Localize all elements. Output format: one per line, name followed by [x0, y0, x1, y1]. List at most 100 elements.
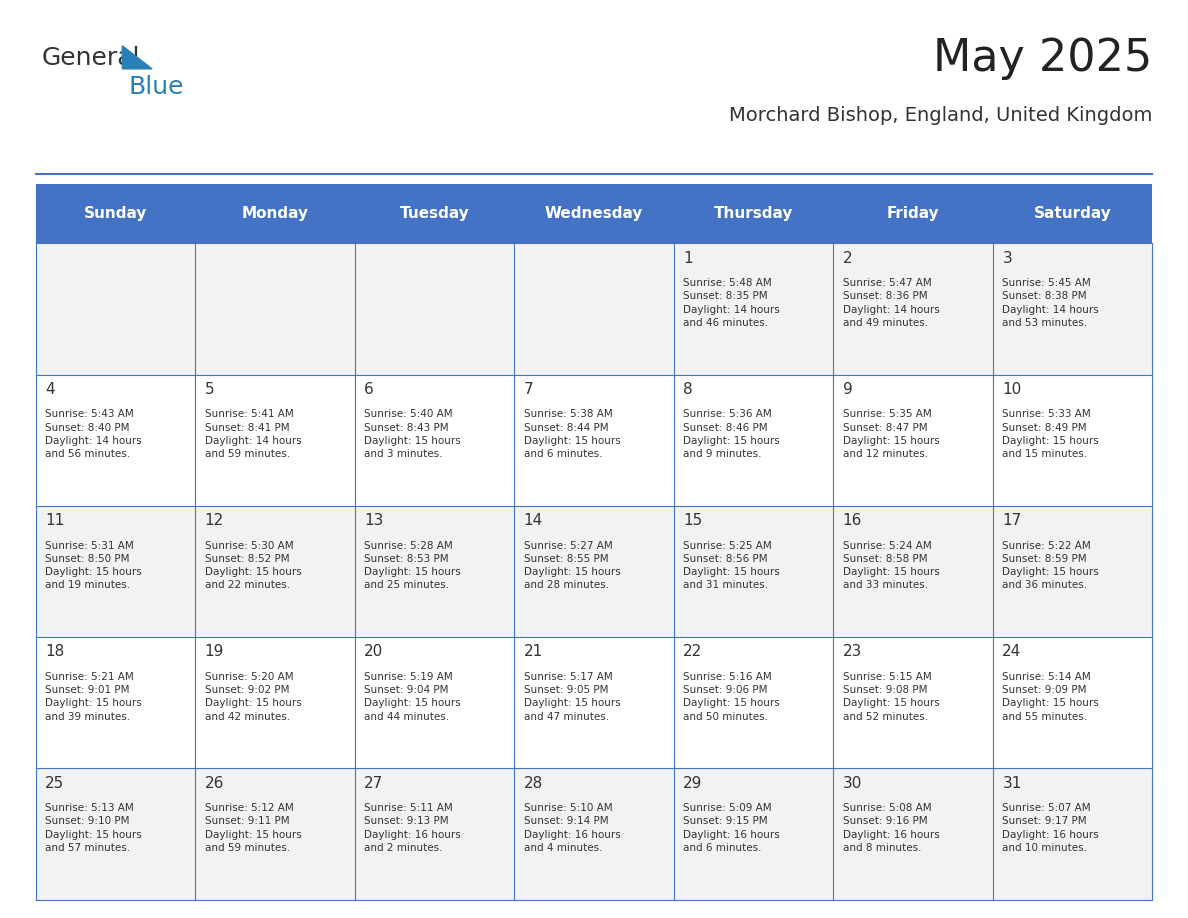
Text: May 2025: May 2025: [933, 37, 1152, 80]
Text: Sunrise: 5:31 AM
Sunset: 8:50 PM
Daylight: 15 hours
and 19 minutes.: Sunrise: 5:31 AM Sunset: 8:50 PM Dayligh…: [45, 541, 141, 590]
Text: Sunrise: 5:47 AM
Sunset: 8:36 PM
Daylight: 14 hours
and 49 minutes.: Sunrise: 5:47 AM Sunset: 8:36 PM Dayligh…: [842, 278, 940, 328]
Bar: [355, 637, 514, 768]
Bar: [36, 184, 1152, 243]
Bar: [514, 506, 674, 637]
Text: 15: 15: [683, 513, 702, 528]
Text: Sunrise: 5:38 AM
Sunset: 8:44 PM
Daylight: 15 hours
and 6 minutes.: Sunrise: 5:38 AM Sunset: 8:44 PM Dayligh…: [524, 409, 620, 459]
Text: Sunrise: 5:10 AM
Sunset: 9:14 PM
Daylight: 16 hours
and 4 minutes.: Sunrise: 5:10 AM Sunset: 9:14 PM Dayligh…: [524, 803, 620, 853]
Bar: [833, 375, 993, 506]
Bar: [514, 375, 674, 506]
Bar: [195, 768, 355, 900]
Text: 8: 8: [683, 382, 693, 397]
Text: Friday: Friday: [886, 206, 940, 221]
Bar: [674, 506, 833, 637]
Text: 4: 4: [45, 382, 55, 397]
Bar: [674, 243, 833, 375]
Bar: [355, 243, 514, 375]
Text: 22: 22: [683, 644, 702, 659]
Text: 1: 1: [683, 251, 693, 265]
Text: Sunrise: 5:22 AM
Sunset: 8:59 PM
Daylight: 15 hours
and 36 minutes.: Sunrise: 5:22 AM Sunset: 8:59 PM Dayligh…: [1003, 541, 1099, 590]
Bar: [674, 637, 833, 768]
Bar: [674, 375, 833, 506]
Text: Sunrise: 5:13 AM
Sunset: 9:10 PM
Daylight: 15 hours
and 57 minutes.: Sunrise: 5:13 AM Sunset: 9:10 PM Dayligh…: [45, 803, 141, 853]
Text: Monday: Monday: [241, 206, 309, 221]
Text: 25: 25: [45, 776, 64, 790]
Text: 19: 19: [204, 644, 225, 659]
Polygon shape: [122, 46, 152, 69]
Text: Sunrise: 5:08 AM
Sunset: 9:16 PM
Daylight: 16 hours
and 8 minutes.: Sunrise: 5:08 AM Sunset: 9:16 PM Dayligh…: [842, 803, 940, 853]
Bar: [36, 768, 195, 900]
Text: Sunrise: 5:30 AM
Sunset: 8:52 PM
Daylight: 15 hours
and 22 minutes.: Sunrise: 5:30 AM Sunset: 8:52 PM Dayligh…: [204, 541, 302, 590]
Text: Wednesday: Wednesday: [545, 206, 643, 221]
Text: Sunrise: 5:43 AM
Sunset: 8:40 PM
Daylight: 14 hours
and 56 minutes.: Sunrise: 5:43 AM Sunset: 8:40 PM Dayligh…: [45, 409, 141, 459]
Text: 10: 10: [1003, 382, 1022, 397]
Text: 3: 3: [1003, 251, 1012, 265]
Bar: [993, 243, 1152, 375]
Bar: [195, 375, 355, 506]
Text: Sunrise: 5:17 AM
Sunset: 9:05 PM
Daylight: 15 hours
and 47 minutes.: Sunrise: 5:17 AM Sunset: 9:05 PM Dayligh…: [524, 672, 620, 722]
Text: Sunrise: 5:41 AM
Sunset: 8:41 PM
Daylight: 14 hours
and 59 minutes.: Sunrise: 5:41 AM Sunset: 8:41 PM Dayligh…: [204, 409, 302, 459]
Bar: [514, 768, 674, 900]
Text: Sunrise: 5:40 AM
Sunset: 8:43 PM
Daylight: 15 hours
and 3 minutes.: Sunrise: 5:40 AM Sunset: 8:43 PM Dayligh…: [365, 409, 461, 459]
Bar: [36, 375, 195, 506]
Text: 23: 23: [842, 644, 862, 659]
Text: 26: 26: [204, 776, 225, 790]
Text: Sunrise: 5:33 AM
Sunset: 8:49 PM
Daylight: 15 hours
and 15 minutes.: Sunrise: 5:33 AM Sunset: 8:49 PM Dayligh…: [1003, 409, 1099, 459]
Text: Tuesday: Tuesday: [399, 206, 469, 221]
Text: Sunrise: 5:48 AM
Sunset: 8:35 PM
Daylight: 14 hours
and 46 minutes.: Sunrise: 5:48 AM Sunset: 8:35 PM Dayligh…: [683, 278, 781, 328]
Bar: [355, 768, 514, 900]
Text: Sunrise: 5:28 AM
Sunset: 8:53 PM
Daylight: 15 hours
and 25 minutes.: Sunrise: 5:28 AM Sunset: 8:53 PM Dayligh…: [365, 541, 461, 590]
Text: 12: 12: [204, 513, 223, 528]
Bar: [355, 506, 514, 637]
Bar: [993, 375, 1152, 506]
Text: Sunrise: 5:36 AM
Sunset: 8:46 PM
Daylight: 15 hours
and 9 minutes.: Sunrise: 5:36 AM Sunset: 8:46 PM Dayligh…: [683, 409, 781, 459]
Bar: [833, 637, 993, 768]
Bar: [36, 637, 195, 768]
Bar: [195, 506, 355, 637]
Text: 6: 6: [365, 382, 374, 397]
Text: Sunrise: 5:09 AM
Sunset: 9:15 PM
Daylight: 16 hours
and 6 minutes.: Sunrise: 5:09 AM Sunset: 9:15 PM Dayligh…: [683, 803, 781, 853]
Text: 7: 7: [524, 382, 533, 397]
Text: 29: 29: [683, 776, 702, 790]
Bar: [993, 768, 1152, 900]
Text: Sunrise: 5:27 AM
Sunset: 8:55 PM
Daylight: 15 hours
and 28 minutes.: Sunrise: 5:27 AM Sunset: 8:55 PM Dayligh…: [524, 541, 620, 590]
Text: Sunrise: 5:12 AM
Sunset: 9:11 PM
Daylight: 15 hours
and 59 minutes.: Sunrise: 5:12 AM Sunset: 9:11 PM Dayligh…: [204, 803, 302, 853]
Bar: [355, 375, 514, 506]
Bar: [993, 506, 1152, 637]
Text: 20: 20: [365, 644, 384, 659]
Text: 9: 9: [842, 382, 853, 397]
Text: 16: 16: [842, 513, 862, 528]
Text: 2: 2: [842, 251, 853, 265]
Text: Sunrise: 5:11 AM
Sunset: 9:13 PM
Daylight: 16 hours
and 2 minutes.: Sunrise: 5:11 AM Sunset: 9:13 PM Dayligh…: [365, 803, 461, 853]
Text: Sunrise: 5:25 AM
Sunset: 8:56 PM
Daylight: 15 hours
and 31 minutes.: Sunrise: 5:25 AM Sunset: 8:56 PM Dayligh…: [683, 541, 781, 590]
Text: 27: 27: [365, 776, 384, 790]
Bar: [36, 506, 195, 637]
Text: Sunrise: 5:19 AM
Sunset: 9:04 PM
Daylight: 15 hours
and 44 minutes.: Sunrise: 5:19 AM Sunset: 9:04 PM Dayligh…: [365, 672, 461, 722]
Text: 18: 18: [45, 644, 64, 659]
Text: Sunrise: 5:35 AM
Sunset: 8:47 PM
Daylight: 15 hours
and 12 minutes.: Sunrise: 5:35 AM Sunset: 8:47 PM Dayligh…: [842, 409, 940, 459]
Bar: [195, 243, 355, 375]
Text: Sunrise: 5:14 AM
Sunset: 9:09 PM
Daylight: 15 hours
and 55 minutes.: Sunrise: 5:14 AM Sunset: 9:09 PM Dayligh…: [1003, 672, 1099, 722]
Text: Thursday: Thursday: [714, 206, 794, 221]
Bar: [514, 243, 674, 375]
Text: Blue: Blue: [128, 75, 184, 99]
Text: General: General: [42, 46, 140, 70]
Bar: [514, 637, 674, 768]
Text: Morchard Bishop, England, United Kingdom: Morchard Bishop, England, United Kingdom: [729, 106, 1152, 125]
Text: 31: 31: [1003, 776, 1022, 790]
Text: Sunrise: 5:20 AM
Sunset: 9:02 PM
Daylight: 15 hours
and 42 minutes.: Sunrise: 5:20 AM Sunset: 9:02 PM Dayligh…: [204, 672, 302, 722]
Bar: [993, 637, 1152, 768]
Text: 14: 14: [524, 513, 543, 528]
Text: Sunrise: 5:16 AM
Sunset: 9:06 PM
Daylight: 15 hours
and 50 minutes.: Sunrise: 5:16 AM Sunset: 9:06 PM Dayligh…: [683, 672, 781, 722]
Text: 24: 24: [1003, 644, 1022, 659]
Bar: [195, 637, 355, 768]
Text: Sunrise: 5:07 AM
Sunset: 9:17 PM
Daylight: 16 hours
and 10 minutes.: Sunrise: 5:07 AM Sunset: 9:17 PM Dayligh…: [1003, 803, 1099, 853]
Text: 28: 28: [524, 776, 543, 790]
Bar: [833, 768, 993, 900]
Text: Sunrise: 5:24 AM
Sunset: 8:58 PM
Daylight: 15 hours
and 33 minutes.: Sunrise: 5:24 AM Sunset: 8:58 PM Dayligh…: [842, 541, 940, 590]
Text: Sunday: Sunday: [83, 206, 147, 221]
Text: 13: 13: [365, 513, 384, 528]
Text: Saturday: Saturday: [1034, 206, 1112, 221]
Bar: [833, 506, 993, 637]
Bar: [833, 243, 993, 375]
